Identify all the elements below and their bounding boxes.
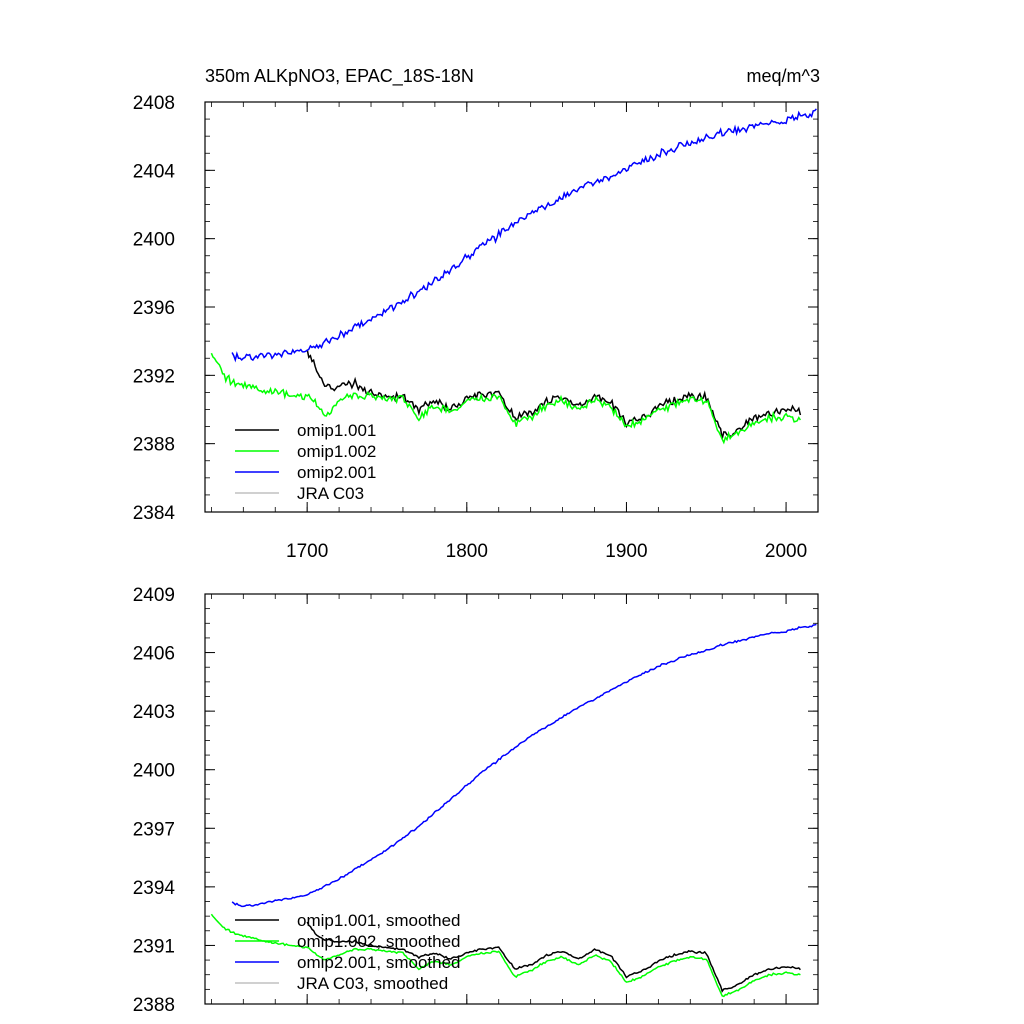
y-tick-label: 2391 [133, 936, 175, 957]
y-tick-label: 2406 [133, 644, 175, 665]
y-tick-label: 2400 [133, 230, 175, 251]
legend-label: JRA C03 [297, 484, 364, 503]
series-line-omip2-001 [231, 108, 817, 363]
y-tick-label: 2396 [133, 298, 175, 319]
x-tick-label: 1900 [605, 541, 647, 562]
series-line-omip2-001-smoothed [231, 623, 817, 908]
legend-label: JRA C03, smoothed [297, 974, 448, 993]
legend-label: omip2.001 [297, 463, 376, 482]
y-tick-label: 2384 [133, 503, 176, 524]
top-panel-legend: omip1.001 omip1.002 omip2.001 JRA C03 [235, 421, 376, 503]
legend-label: omip2.001, smoothed [297, 953, 461, 972]
legend-label: omip1.002, smoothed [297, 932, 461, 951]
top-panel-units: meq/m^3 [747, 66, 820, 86]
y-tick-label: 2404 [133, 161, 176, 182]
legend-label: omip1.002 [297, 442, 376, 461]
x-tick-label: 2000 [765, 541, 807, 562]
bottom-panel-ticks: 2388 2391 2394 2397 2400 2403 2406 2409 [133, 585, 819, 1016]
legend-label: omip1.001 [297, 421, 376, 440]
series-line-omip1-002-smoothed [210, 913, 801, 998]
top-panel-ticks: 2384 2388 2392 2396 2400 2404 2408 1700 1800 1900… [133, 93, 819, 562]
y-tick-label: 2409 [133, 585, 175, 606]
top-panel-title: 350m ALKpNO3, EPAC_18S-18N [205, 66, 474, 87]
y-tick-label: 2400 [133, 761, 175, 782]
legend-label: omip1.001, smoothed [297, 911, 461, 930]
y-tick-label: 2408 [133, 93, 175, 114]
y-tick-label: 2397 [133, 819, 175, 840]
y-tick-label: 2403 [133, 702, 175, 723]
series-line-omip1-001 [306, 349, 802, 439]
series-line-omip1-002 [210, 352, 802, 445]
series-line-omip1-001-smoothed [306, 921, 801, 993]
y-tick-label: 2388 [133, 995, 175, 1016]
x-tick-label: 1700 [286, 541, 328, 562]
y-tick-label: 2392 [133, 366, 175, 387]
top-panel-series [210, 108, 817, 445]
bottom-panel-series [210, 623, 817, 998]
bottom-panel: 2388 2391 2394 2397 2400 2403 2406 2409 omip1.0… [133, 585, 819, 1016]
top-panel: 350m ALKpNO3, EPAC_18S-18N meq/m^3 23842… [133, 66, 820, 562]
bottom-panel-legend: omip1.001, smoothed omip1.002, smoothed om… [235, 911, 461, 993]
x-tick-label: 1800 [446, 541, 488, 562]
y-tick-label: 2388 [133, 435, 175, 456]
y-tick-label: 2394 [133, 878, 176, 899]
